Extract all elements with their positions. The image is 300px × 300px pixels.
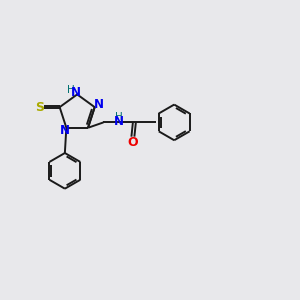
Text: N: N: [114, 115, 124, 128]
Text: S: S: [35, 101, 44, 114]
Text: H: H: [115, 112, 123, 122]
Text: O: O: [128, 136, 138, 148]
Text: N: N: [71, 86, 81, 99]
Text: N: N: [94, 98, 104, 111]
Text: N: N: [60, 124, 70, 136]
Text: H: H: [67, 85, 74, 95]
